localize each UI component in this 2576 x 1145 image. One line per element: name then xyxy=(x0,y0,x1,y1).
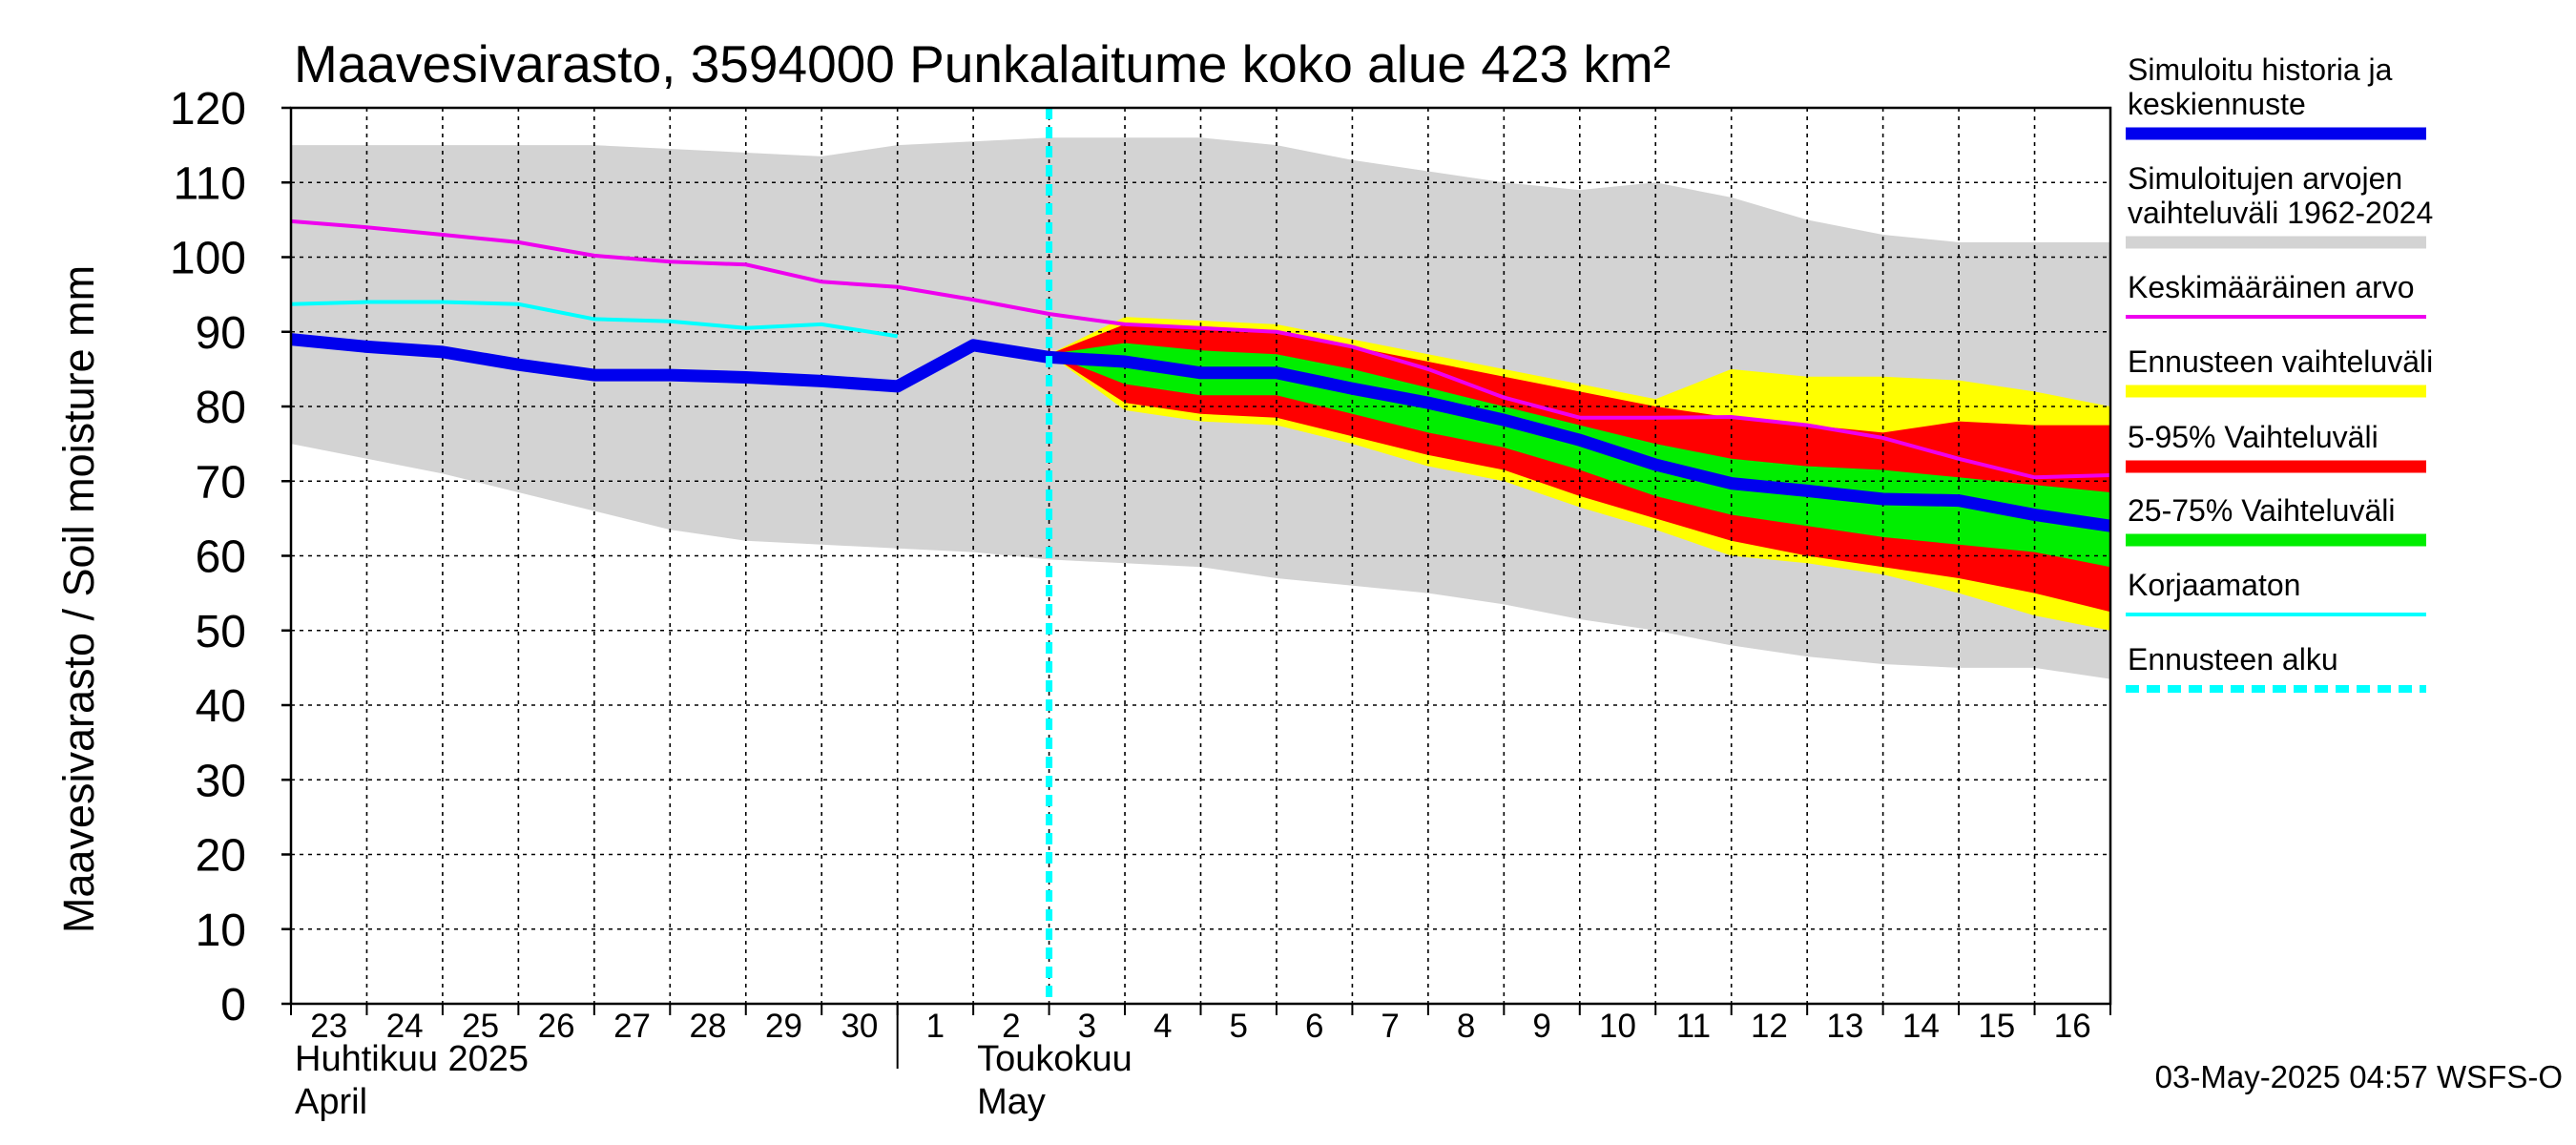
x-tick-label: 9 xyxy=(1532,1008,1550,1045)
legend-label-history-median: keskiennuste xyxy=(2128,87,2306,121)
y-tick-label: 0 xyxy=(220,980,246,1030)
x-tick-label: 7 xyxy=(1381,1008,1399,1045)
x-tick-label: 4 xyxy=(1153,1008,1172,1045)
y-tick-label: 30 xyxy=(196,756,246,806)
x-tick-label: 1 xyxy=(926,1008,945,1045)
series-history-median-line xyxy=(290,333,2111,532)
x-tick-label: 28 xyxy=(690,1008,727,1045)
legend-label-history-median: Simuloitu historia ja xyxy=(2128,52,2393,87)
x-tick-label: 30 xyxy=(841,1008,878,1045)
series-mean-line xyxy=(290,219,2111,480)
footer-timestamp: 03-May-2025 04:57 WSFS-O xyxy=(2155,1059,2563,1094)
x-tick-label: 25 xyxy=(462,1008,499,1045)
month-label-fi: Huhtikuu 2025 xyxy=(295,1039,529,1079)
legend-label-sim-range: vaihteluväli 1962-2024 xyxy=(2128,196,2433,230)
legend-label-band-25-75: 25-75% Vaihteluväli xyxy=(2128,493,2395,528)
x-tick-label: 2 xyxy=(1002,1008,1020,1045)
series-uncorrected-line xyxy=(290,300,899,339)
legend-label-band-5-95: 5-95% Vaihteluväli xyxy=(2128,420,2379,454)
y-tick-label: 20 xyxy=(196,831,246,882)
legend-label-mean: Keskimääräinen arvo xyxy=(2128,270,2415,304)
x-tick-label: 3 xyxy=(1078,1008,1096,1045)
legend-label-uncorrected: Korjaamaton xyxy=(2128,568,2300,602)
legend-label-sim-range: Simuloitujen arvojen xyxy=(2128,161,2402,196)
x-tick-label: 24 xyxy=(386,1008,424,1045)
y-tick-label: 60 xyxy=(196,532,246,583)
x-tick-label: 26 xyxy=(538,1008,575,1045)
x-tick-label: 27 xyxy=(613,1008,651,1045)
legend-label-forecast-range: Ennusteen vaihteluväli xyxy=(2128,344,2433,379)
month-label-en: May xyxy=(977,1082,1046,1122)
x-tick-label: 11 xyxy=(1676,1008,1711,1045)
y-tick-label: 50 xyxy=(196,607,246,657)
chart-title: Maavesivarasto, 3594000 Punkalaitume kok… xyxy=(294,34,1671,94)
y-tick-label: 10 xyxy=(196,906,246,956)
x-tick-label: 8 xyxy=(1457,1008,1475,1045)
x-tick-label: 29 xyxy=(765,1008,802,1045)
y-tick-label: 40 xyxy=(196,681,246,732)
y-tick-label: 80 xyxy=(196,383,246,433)
legend-label-forecast-start: Ennusteen alku xyxy=(2128,642,2338,677)
x-tick-label: 14 xyxy=(1902,1008,1940,1045)
y-tick-label: 110 xyxy=(173,158,246,209)
x-tick-label: 23 xyxy=(310,1008,347,1045)
month-label-fi: Toukokuu xyxy=(977,1039,1132,1079)
series-lines xyxy=(290,108,2111,1004)
x-tick-label: 6 xyxy=(1305,1008,1323,1045)
x-tick-label: 5 xyxy=(1229,1008,1247,1045)
y-tick-label: 70 xyxy=(196,457,246,508)
y-tick-label: 100 xyxy=(170,234,246,284)
x-tick-label: 15 xyxy=(1978,1008,2015,1045)
y-tick-label: 90 xyxy=(196,308,246,359)
y-tick-label: 120 xyxy=(170,84,246,135)
x-tick-label: 10 xyxy=(1599,1008,1636,1045)
month-label-en: April xyxy=(295,1082,367,1122)
y-axis-label: Maavesivarasto / Soil moisture mm xyxy=(54,265,103,933)
x-tick-label: 12 xyxy=(1751,1008,1788,1045)
x-tick-label: 13 xyxy=(1826,1008,1863,1045)
x-tick-label: 16 xyxy=(2054,1008,2091,1045)
